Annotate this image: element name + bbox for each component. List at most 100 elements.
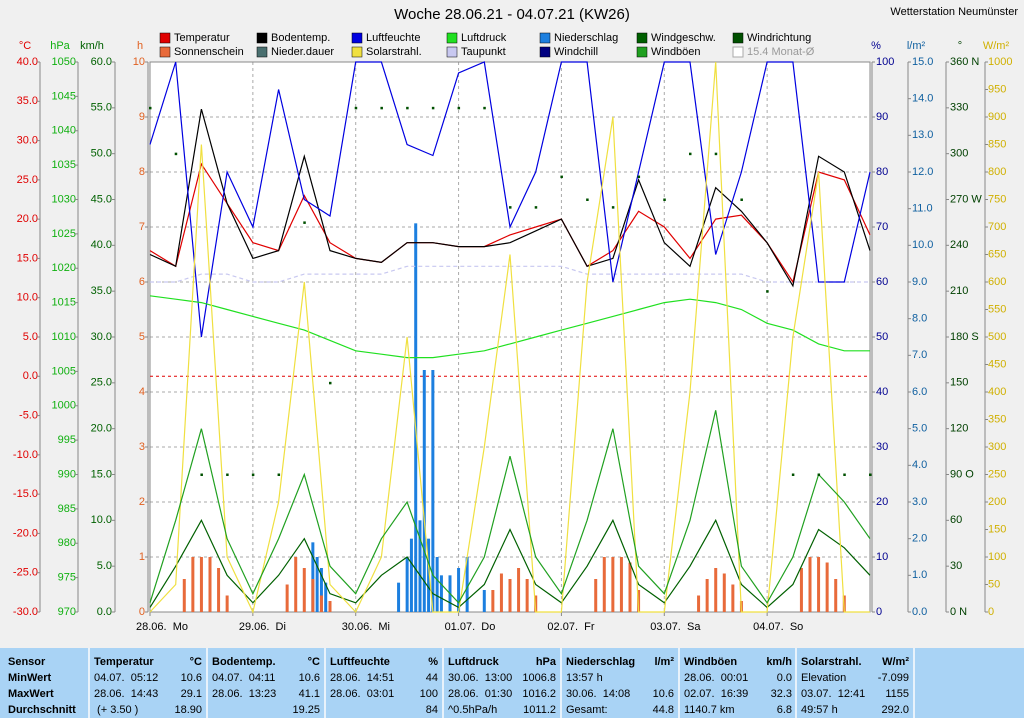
y-tick-label: 7 xyxy=(139,221,145,233)
dot xyxy=(611,206,615,209)
y-tick-label: 10 xyxy=(876,551,888,563)
y-tick-label: 100 xyxy=(876,56,894,68)
bar xyxy=(328,601,332,612)
y-tick-label: 55.0 xyxy=(91,102,112,114)
column-unit: °C xyxy=(307,656,320,668)
y-tick-label: 10.0 xyxy=(17,292,38,304)
cell-text: 28.06. 14:51 xyxy=(330,672,395,684)
axis-unit: km/h xyxy=(80,40,104,52)
dot xyxy=(663,198,666,201)
bar xyxy=(499,573,503,612)
y-tick-label: 300 xyxy=(988,441,1006,453)
bar xyxy=(491,590,495,612)
dot xyxy=(226,473,229,476)
cell-value: 44 xyxy=(425,672,438,684)
y-tick-label: 210 xyxy=(950,285,968,297)
axis-unit: ° xyxy=(958,40,962,52)
axis-unit: hPa xyxy=(50,40,70,52)
y-tick-label: 12.0 xyxy=(912,166,933,178)
column-separator xyxy=(678,648,680,718)
bar xyxy=(465,557,469,612)
bar xyxy=(311,542,315,612)
y-tick-label: 0 xyxy=(876,606,882,618)
y-tick-label: 500 xyxy=(988,331,1006,343)
column-separator xyxy=(913,648,915,718)
bar xyxy=(315,557,319,612)
column-unit: W/m² xyxy=(882,656,909,668)
y-tick-label: 50 xyxy=(876,331,888,343)
y-tick-label: 700 xyxy=(988,221,1006,233)
column-unit: km/h xyxy=(766,656,792,668)
series-line xyxy=(149,518,871,609)
cell-text: Gesamt: xyxy=(566,704,608,716)
y-tick-label: 15.0 xyxy=(91,468,112,480)
cell-text: 28.06. 03:01 xyxy=(330,688,395,700)
cell-text: 04.07. 04:11 xyxy=(212,672,276,684)
x-tick-label: 02.07. Fr xyxy=(547,621,594,633)
y-tick-label: 850 xyxy=(988,138,1006,150)
y-tick-label: -5.0 xyxy=(19,409,38,421)
y-tick-label: 100 xyxy=(988,551,1006,563)
cell-value: 19.25 xyxy=(292,704,320,716)
y-tick-label: 240 xyxy=(950,239,968,251)
y-tick-label: 10.0 xyxy=(912,239,933,251)
y-tick-label: 1000 xyxy=(988,56,1012,68)
y-tick-label: 1050 xyxy=(52,56,76,68)
dot xyxy=(483,106,486,110)
dot xyxy=(534,206,538,209)
y-tick-label: 1005 xyxy=(52,365,76,377)
cell-value: 32.3 xyxy=(770,688,792,700)
dot xyxy=(174,152,178,156)
x-tick-label: 29.06. Di xyxy=(239,621,286,633)
bar xyxy=(834,579,838,612)
y-tick-label: 1040 xyxy=(52,125,76,137)
y-tick-label: 40.0 xyxy=(91,239,112,251)
station-name: Wetterstation Neumünster xyxy=(890,6,1018,18)
y-tick-label: 0.0 xyxy=(23,370,38,382)
dot xyxy=(149,106,152,110)
y-tick-label: 0 xyxy=(988,606,994,618)
legend-label: Windgeschw. xyxy=(651,32,716,44)
cell-value: 100 xyxy=(419,688,438,700)
dot xyxy=(791,473,795,476)
y-tick-label: 5.0 xyxy=(97,560,112,572)
y-tick-label: 9 xyxy=(139,111,145,123)
column-unit: hPa xyxy=(535,656,556,668)
summary-table: Sensor MinWert MaxWert Durchschnitt Temperat… xyxy=(0,648,1024,718)
x-tick-label: 04.07. So xyxy=(753,621,803,633)
bar xyxy=(182,579,186,612)
dot xyxy=(637,175,641,179)
legend-label: Nieder.dauer xyxy=(271,46,334,58)
y-tick-label: 1 xyxy=(139,551,145,563)
bar xyxy=(817,557,821,612)
y-tick-label: 8 xyxy=(139,166,145,178)
y-tick-label: 900 xyxy=(988,111,1006,123)
y-tick-label: 8.0 xyxy=(912,313,927,325)
bar xyxy=(208,557,212,612)
legend-label: Niederschlag xyxy=(554,32,618,44)
column-unit: °C xyxy=(189,656,202,668)
y-tick-label: 1015 xyxy=(52,297,76,309)
dot xyxy=(277,473,281,476)
y-tick-label: 3 xyxy=(139,441,145,453)
cell-value: 1006.8 xyxy=(522,672,556,684)
bar xyxy=(225,595,229,612)
bar xyxy=(439,575,443,612)
y-tick-label: 350 xyxy=(988,413,1006,425)
cell-text: 03.07. 12:41 xyxy=(801,688,866,700)
legend-label: Windrichtung xyxy=(747,32,811,44)
y-tick-label: 13.0 xyxy=(912,129,933,141)
y-tick-label: 975 xyxy=(58,572,76,584)
cell-text: 02.07. 16:39 xyxy=(684,688,749,700)
y-tick-label: 1010 xyxy=(52,331,76,343)
column-separator xyxy=(324,648,326,718)
cell-text: 28.06. 00:01 xyxy=(684,672,749,684)
legend-swatch xyxy=(539,46,551,58)
legend-label: Luftdruck xyxy=(461,32,507,44)
x-tick-label: 01.07. Do xyxy=(445,621,496,633)
series-line xyxy=(149,108,871,288)
legend-swatch xyxy=(159,46,171,58)
chart-title: Woche 28.06.21 - 04.07.21 (KW26) xyxy=(394,6,630,23)
y-tick-label: 35.0 xyxy=(91,285,112,297)
column-header: Bodentemp. xyxy=(212,656,276,668)
